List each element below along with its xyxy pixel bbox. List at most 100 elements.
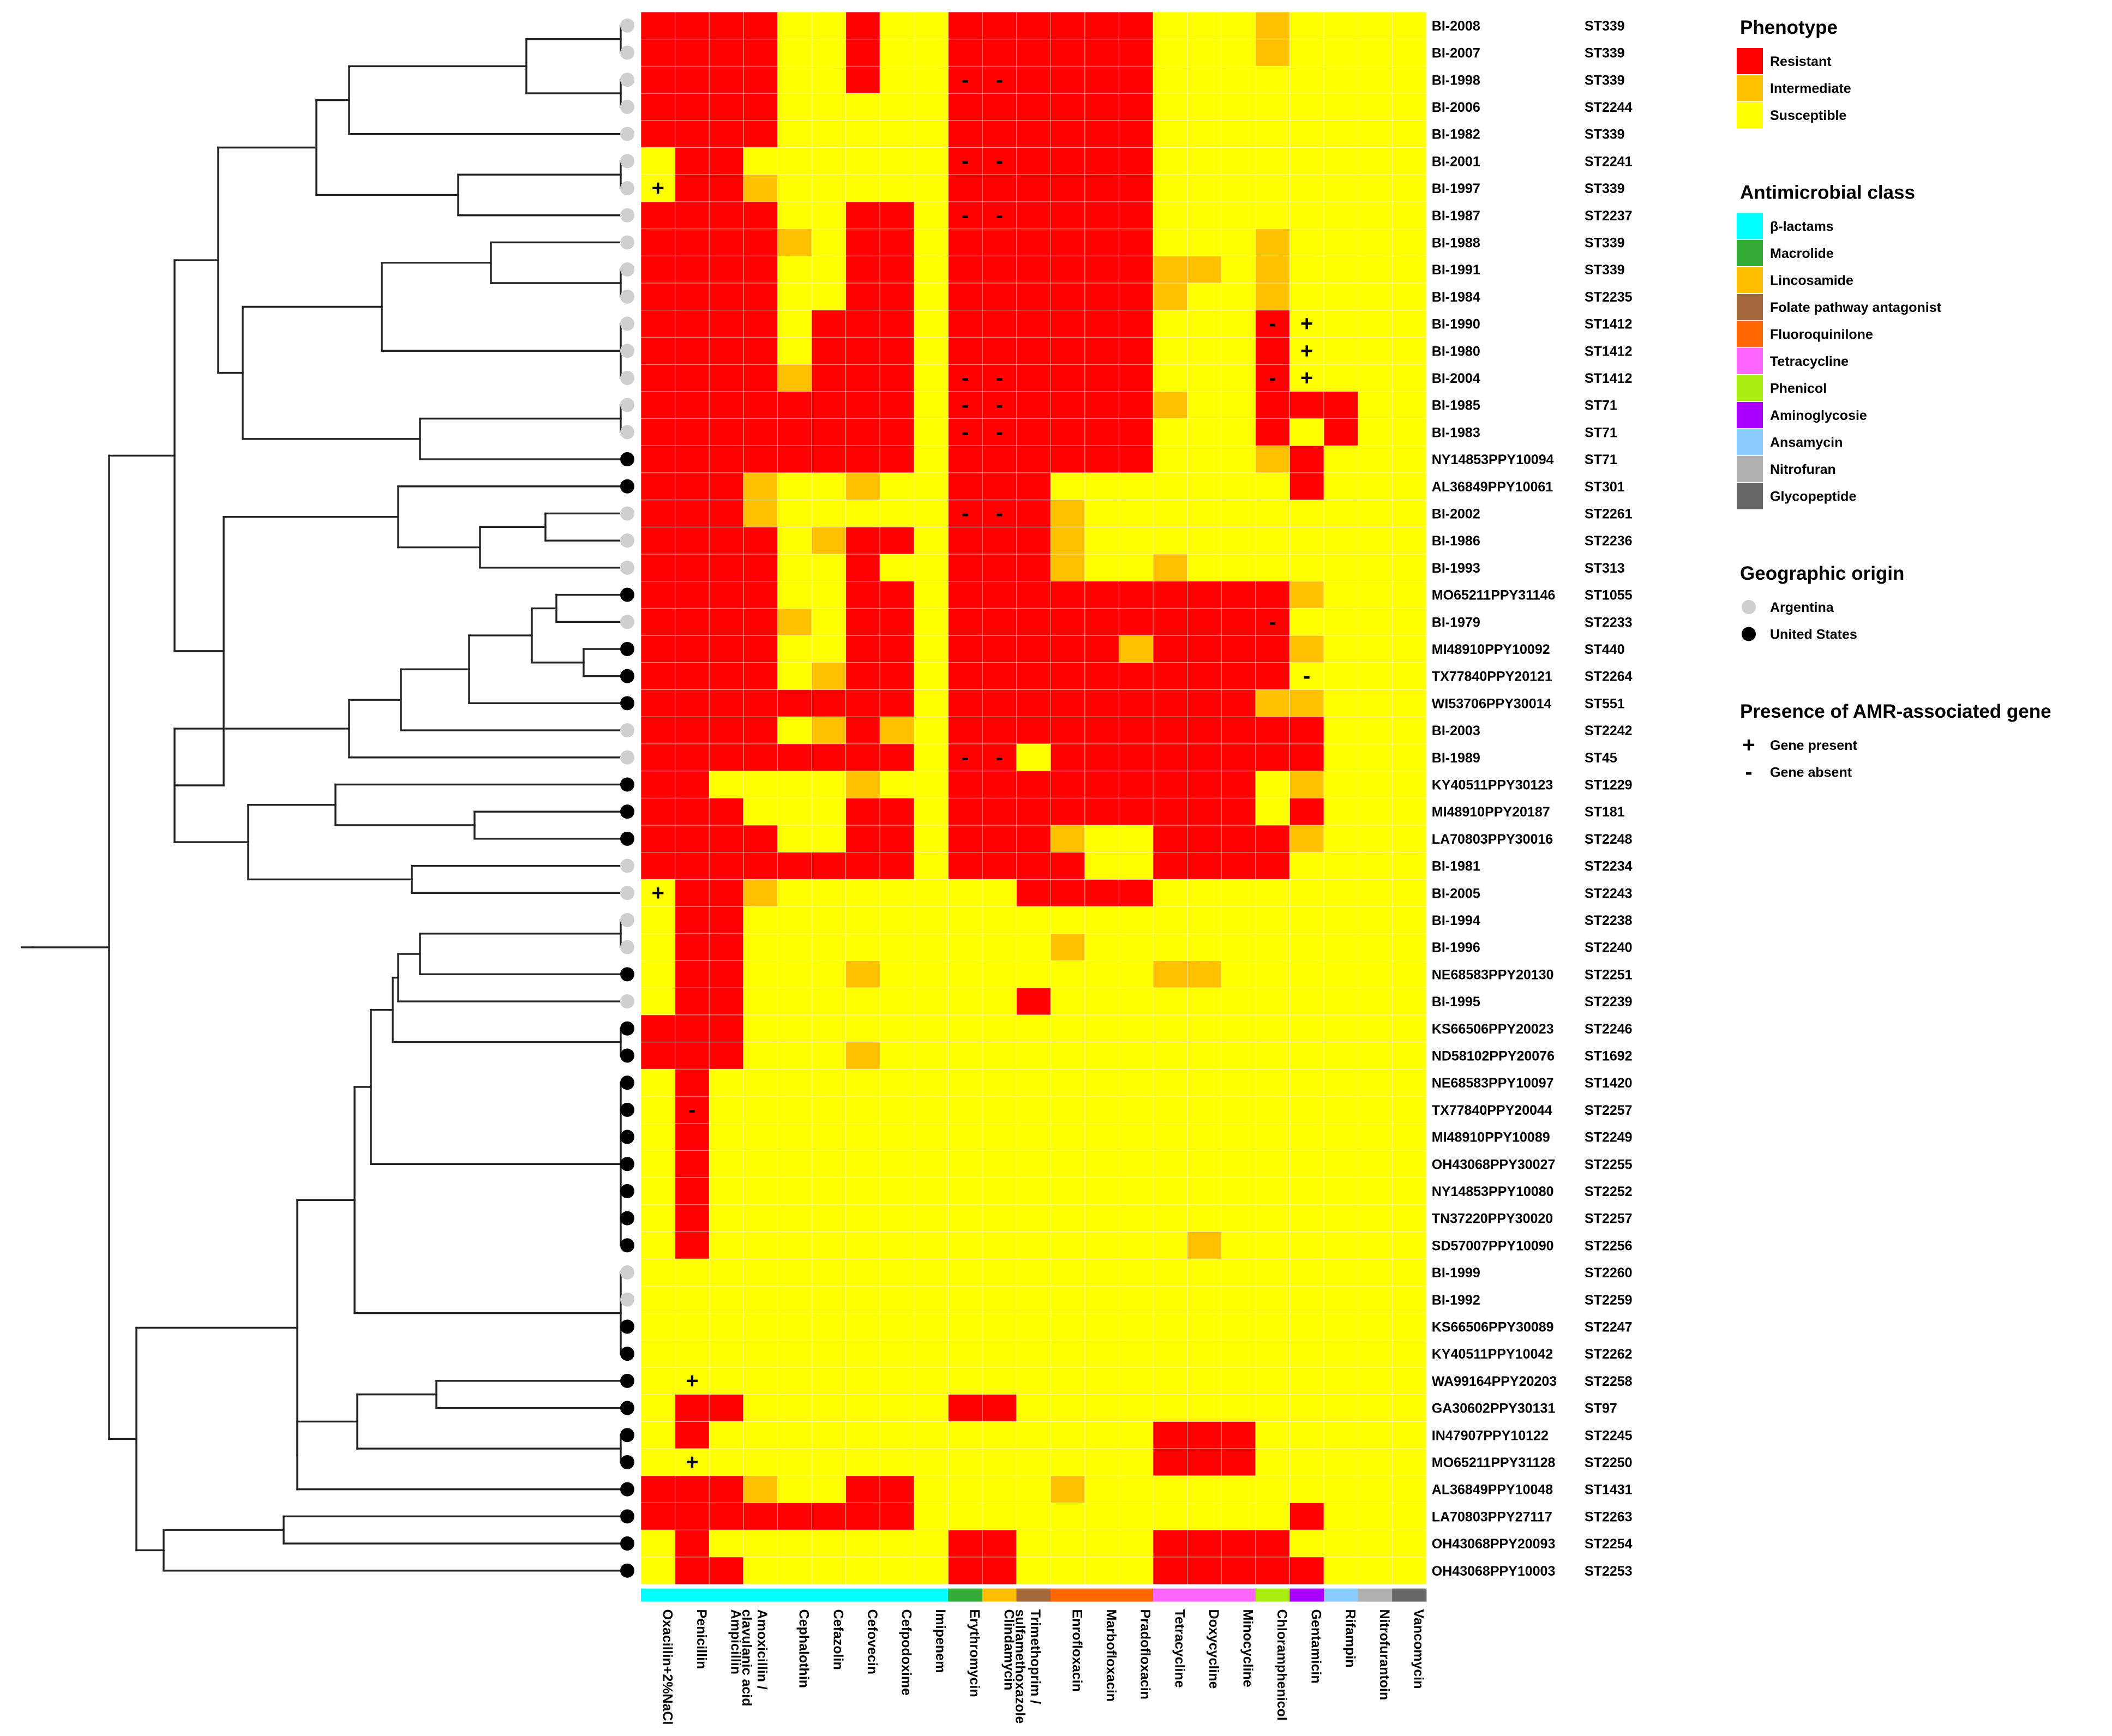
- class-bar-segment: [641, 1588, 676, 1602]
- heatmap-cell: [982, 988, 1017, 1016]
- class-bar-segment: [675, 1588, 710, 1602]
- heatmap-cell: [812, 852, 847, 880]
- heatmap-cell: [948, 337, 983, 365]
- heatmap-cell: [675, 960, 710, 988]
- heatmap-cell: [914, 1232, 949, 1259]
- heatmap-cell: [1016, 798, 1051, 826]
- heatmap-cell: [1255, 608, 1290, 636]
- heatmap-cell: [709, 1530, 744, 1558]
- heatmap-cell: [1119, 771, 1154, 798]
- heatmap-cell: [845, 1286, 880, 1314]
- heatmap-cell: [1187, 1557, 1222, 1585]
- heatmap-cell: [812, 310, 847, 338]
- heatmap-cell: [709, 175, 744, 202]
- class-bar-segment: [1289, 1588, 1324, 1602]
- heatmap-cell: [1324, 66, 1359, 94]
- heatmap-cell: [1119, 1259, 1154, 1287]
- heatmap-cell: [709, 527, 744, 555]
- heatmap-cell: [1324, 1367, 1359, 1395]
- heatmap-cell: [1119, 581, 1154, 609]
- isolate-label: OH43068PPY20093: [1432, 1536, 1556, 1552]
- heatmap-cell: [1084, 229, 1119, 256]
- heatmap-cell: [880, 1014, 915, 1043]
- heatmap-cell: [1221, 554, 1256, 582]
- heatmap-cell: [1289, 771, 1324, 798]
- heatmap-cell: [1187, 1150, 1222, 1178]
- heatmap-cell: [1289, 147, 1324, 175]
- heatmap-cell: [1016, 527, 1051, 555]
- heatmap-cell: [812, 689, 847, 717]
- heatmap-cell: [675, 175, 710, 202]
- heatmap-cell: [1221, 310, 1256, 338]
- heatmap-cell: [1392, 93, 1427, 121]
- heatmap-cell: [880, 689, 915, 717]
- heatmap-cell: [914, 39, 949, 67]
- heatmap-cell: [1255, 988, 1290, 1016]
- heatmap-cell: [812, 1286, 847, 1314]
- heatmap-cell: [1119, 66, 1154, 94]
- heatmap-cell: [1051, 635, 1085, 663]
- heatmap-cell: [1289, 1014, 1324, 1043]
- heatmap-cell: [1324, 283, 1359, 311]
- heatmap-cell: [982, 1421, 1017, 1449]
- heatmap-cell: [1187, 1096, 1222, 1124]
- heatmap-cell: [743, 1530, 778, 1558]
- heatmap-cell: [948, 771, 983, 798]
- heatmap-cell: [1051, 527, 1085, 555]
- heatmap-cell: [709, 147, 744, 175]
- heatmap-cell: [1358, 93, 1393, 121]
- heatmap-cell: [1358, 933, 1393, 962]
- heatmap-cell: [743, 1014, 778, 1043]
- heatmap-cell: [845, 93, 880, 121]
- heatmap-cell: [1221, 825, 1256, 853]
- heatmap-cell: [1324, 662, 1359, 690]
- isolate-label: BI-1980: [1432, 344, 1480, 359]
- heatmap-cell: [845, 337, 880, 365]
- heatmap-cell: [982, 500, 1017, 527]
- heatmap-cell: [880, 175, 915, 202]
- heatmap-cell: [982, 364, 1017, 392]
- st-label: ST2242: [1585, 723, 1633, 738]
- heatmap-cell: [982, 1178, 1017, 1205]
- heatmap-cell: [1289, 554, 1324, 582]
- gene-absent-marker: -: [996, 366, 1003, 390]
- heatmap-cell: [1016, 1014, 1051, 1043]
- heatmap-cell: [1358, 689, 1393, 717]
- heatmap-cell: [1289, 201, 1324, 230]
- heatmap-cell: [1016, 337, 1051, 365]
- heatmap-cell: [914, 175, 949, 202]
- heatmap-cell: [982, 933, 1017, 962]
- heatmap-cell: [1153, 1475, 1188, 1504]
- heatmap-cell: [1392, 1367, 1427, 1395]
- heatmap-cell: [1221, 1449, 1256, 1476]
- heatmap-cell: [1255, 39, 1290, 67]
- heatmap-cell: [1221, 337, 1256, 365]
- heatmap-cell: [1084, 852, 1119, 880]
- heatmap-cell: [1358, 283, 1393, 311]
- heatmap-cell: [1084, 581, 1119, 609]
- heatmap-cell: [777, 988, 812, 1016]
- heatmap-cell: [1016, 1557, 1051, 1585]
- heatmap-cell: [1153, 1178, 1188, 1205]
- heatmap-cell: [1255, 825, 1290, 853]
- heatmap-cell: [812, 771, 847, 798]
- heatmap-cell: [1051, 93, 1085, 121]
- heatmap-cell: [675, 1557, 710, 1585]
- heatmap-cell: [743, 662, 778, 690]
- heatmap-cell: [880, 1530, 915, 1558]
- heatmap-cell: [1016, 933, 1051, 962]
- origin-dot: [620, 262, 634, 277]
- heatmap-cell: [1119, 1232, 1154, 1259]
- heatmap-cell: [1255, 581, 1290, 609]
- gene-absent-marker: -: [996, 149, 1003, 173]
- heatmap-cell: [1153, 175, 1188, 202]
- heatmap-cell: [1358, 635, 1393, 663]
- heatmap-cell: [880, 93, 915, 121]
- heatmap-cell: [743, 1313, 778, 1341]
- heatmap-cell: [982, 201, 1017, 230]
- heatmap-cell: [1051, 1150, 1085, 1178]
- heatmap-cell: [1016, 879, 1051, 907]
- heatmap-cell: [948, 527, 983, 555]
- heatmap-cell: [914, 12, 949, 40]
- isolate-label: BI-2006: [1432, 100, 1480, 115]
